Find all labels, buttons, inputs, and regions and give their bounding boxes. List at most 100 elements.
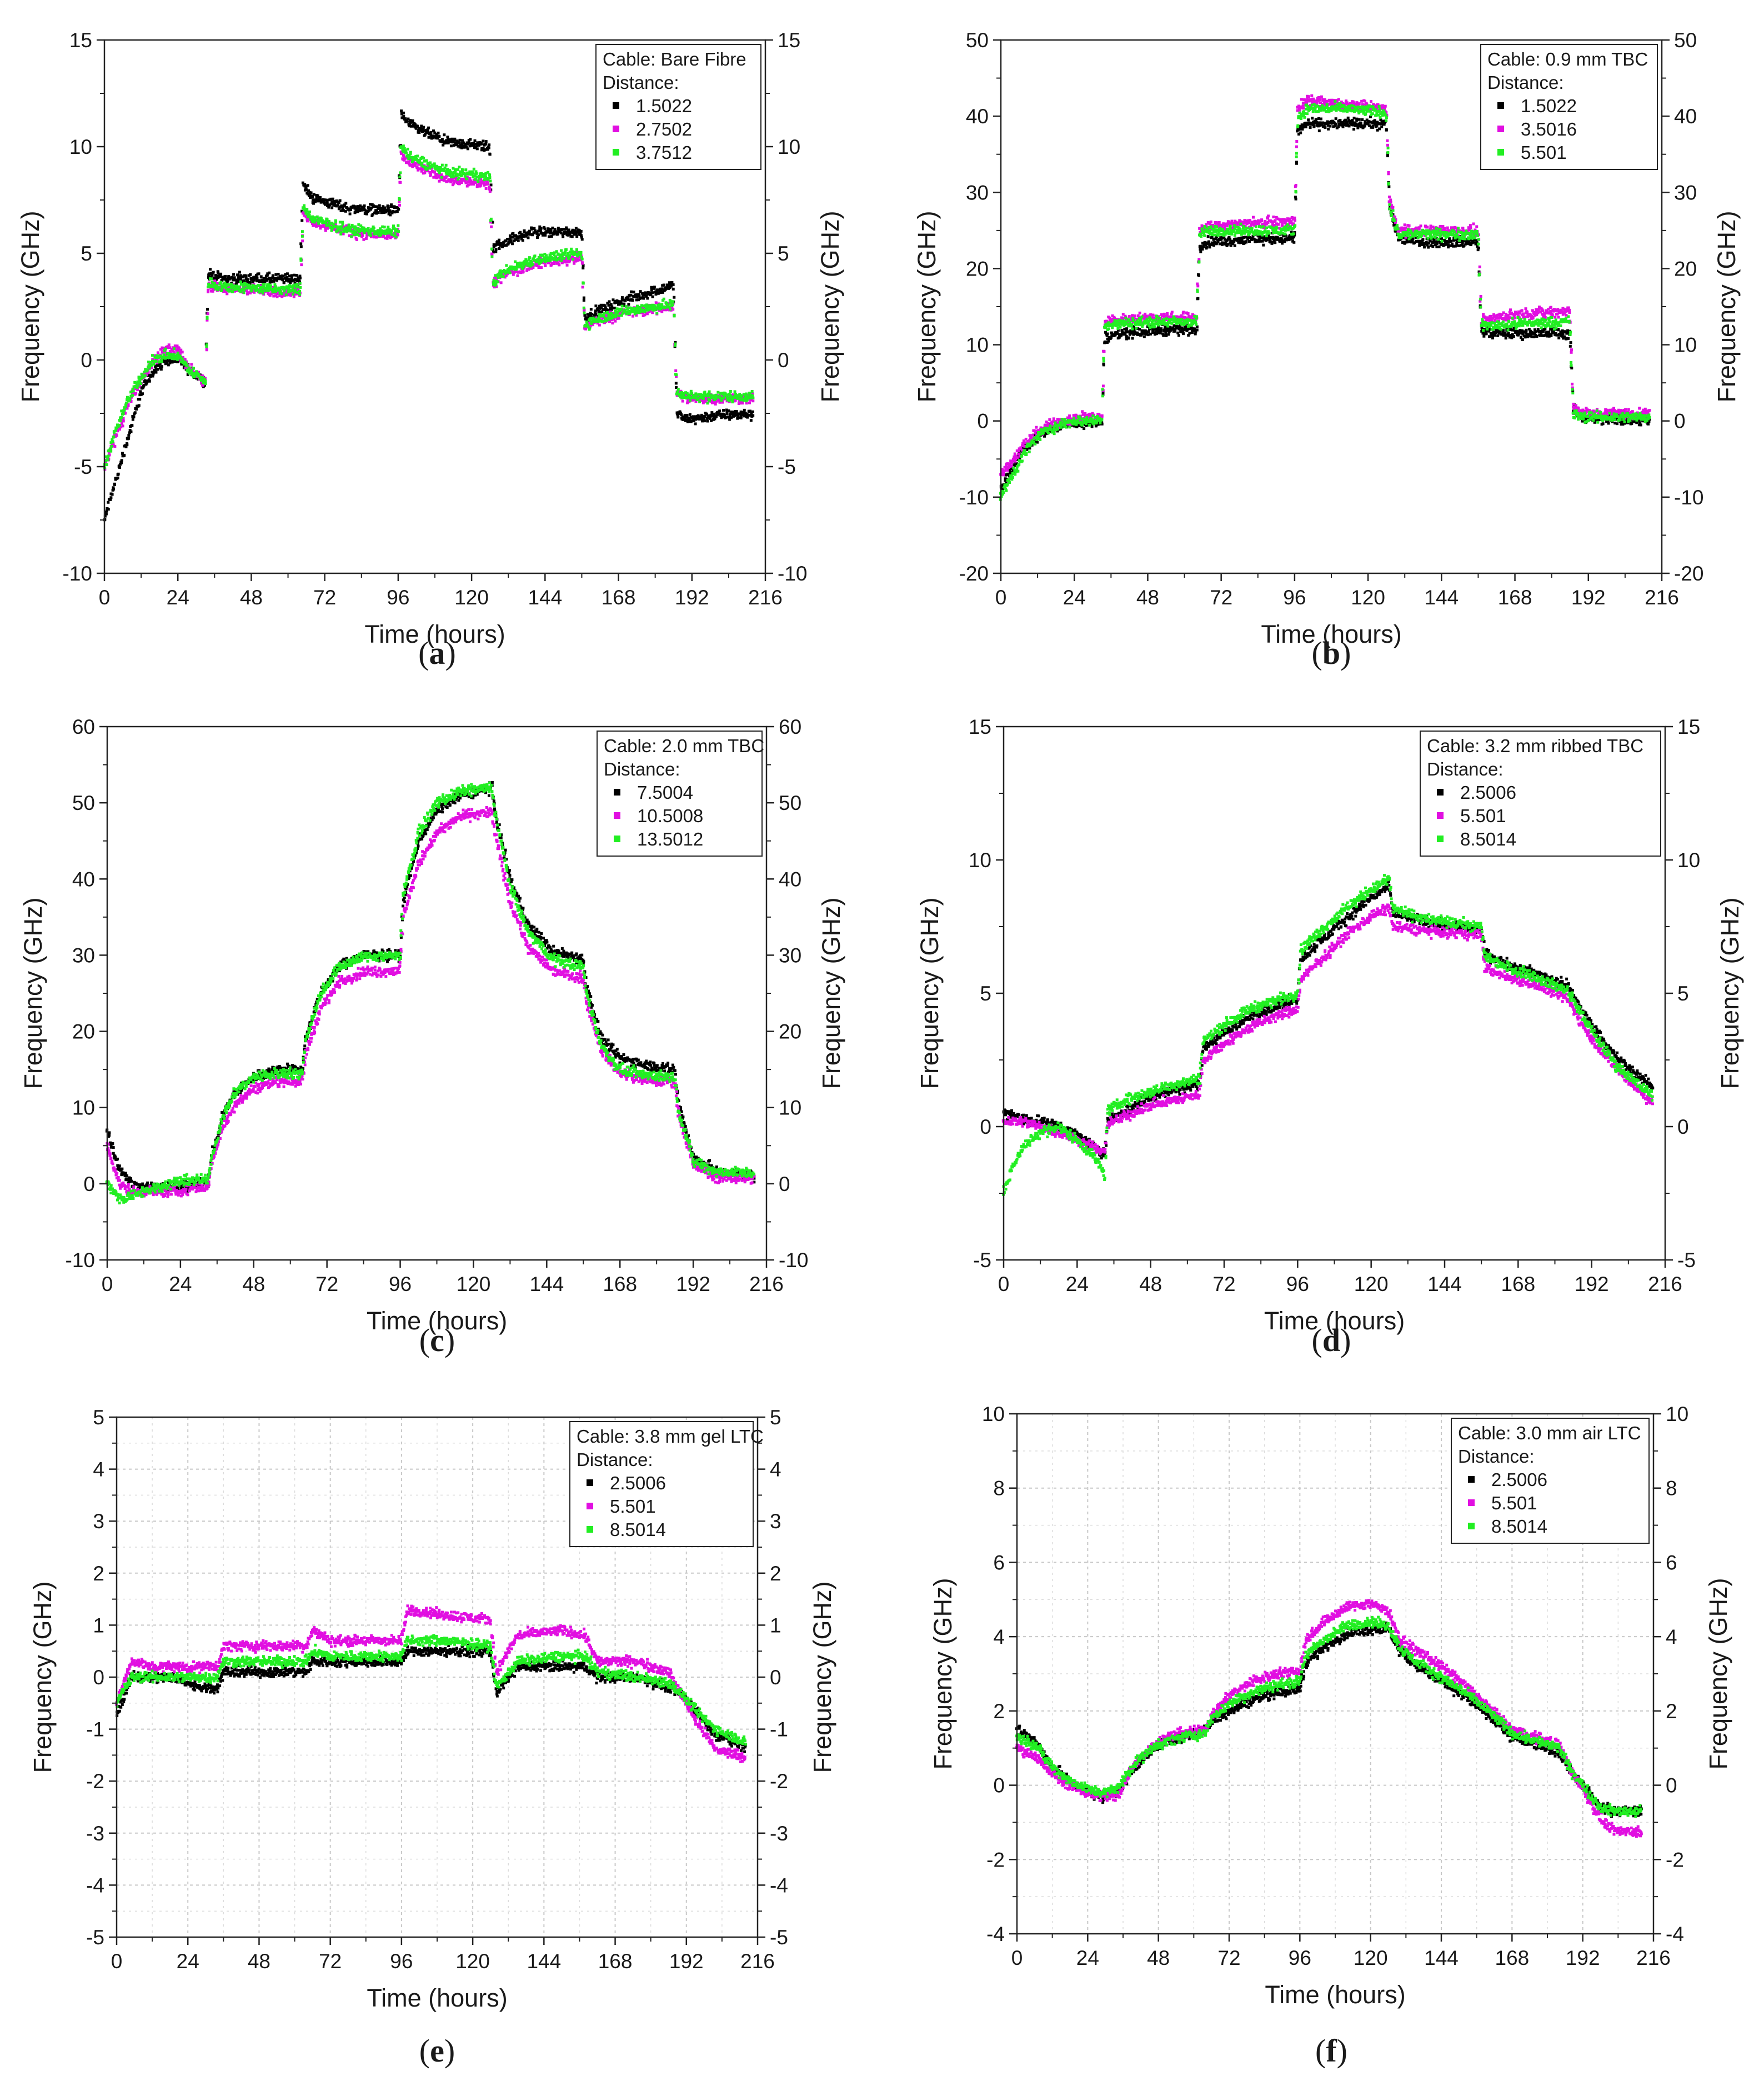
data-point xyxy=(669,308,672,311)
series-a-2 xyxy=(103,144,755,469)
data-point xyxy=(627,303,630,306)
data-point xyxy=(706,416,710,419)
data-point xyxy=(451,183,454,187)
data-point xyxy=(166,352,169,356)
data-point xyxy=(422,172,425,175)
data-point xyxy=(272,289,275,292)
data-point xyxy=(582,267,585,270)
data-point xyxy=(706,392,710,396)
data-point xyxy=(156,368,159,371)
data-point xyxy=(515,263,519,267)
data-point xyxy=(390,235,394,238)
data-point xyxy=(282,274,285,278)
data-point xyxy=(568,254,572,257)
data-point xyxy=(736,417,739,420)
data-point xyxy=(116,429,119,433)
data-point xyxy=(232,273,235,276)
data-point xyxy=(560,253,563,257)
data-point xyxy=(530,261,533,264)
data-point xyxy=(728,392,731,396)
data-point xyxy=(496,281,499,284)
data-point xyxy=(311,215,314,218)
data-point xyxy=(449,179,453,182)
data-point xyxy=(237,287,240,291)
data-point xyxy=(440,140,443,143)
data-point xyxy=(432,129,435,133)
data-point xyxy=(376,229,379,232)
data-point xyxy=(342,232,345,236)
data-point xyxy=(268,281,272,284)
data-point xyxy=(503,276,507,279)
data-point xyxy=(452,182,455,185)
data-point xyxy=(490,247,493,251)
data-point xyxy=(532,258,535,261)
data-point xyxy=(680,413,683,417)
data-point xyxy=(309,218,312,221)
data-point xyxy=(218,286,221,289)
data-point xyxy=(513,266,516,269)
data-point xyxy=(584,324,588,328)
data-point xyxy=(690,416,694,419)
data-point xyxy=(156,351,159,354)
data-point xyxy=(263,283,266,286)
data-point xyxy=(538,225,542,228)
data-point xyxy=(580,238,584,241)
data-point xyxy=(460,142,463,146)
data-point xyxy=(438,179,441,183)
data-point xyxy=(1274,241,1277,244)
data-point xyxy=(192,367,195,370)
data-point xyxy=(666,306,669,309)
data-point xyxy=(634,294,638,298)
data-point xyxy=(228,289,231,293)
data-point xyxy=(174,345,177,348)
data-point xyxy=(169,353,173,356)
data-point xyxy=(734,410,737,413)
data-point xyxy=(265,287,269,290)
data-point xyxy=(643,293,647,297)
data-point xyxy=(454,176,458,179)
data-point xyxy=(1295,162,1298,165)
data-point xyxy=(292,284,295,287)
data-point xyxy=(176,351,179,354)
data-point xyxy=(512,273,515,276)
data-point xyxy=(1299,131,1302,134)
data-point xyxy=(695,393,699,397)
data-point xyxy=(393,227,396,230)
data-point xyxy=(1329,124,1332,128)
data-point xyxy=(347,226,350,229)
data-point xyxy=(571,250,574,253)
data-point xyxy=(247,282,250,285)
data-point xyxy=(428,171,432,174)
data-point xyxy=(1177,334,1180,337)
data-point xyxy=(400,109,403,113)
panel-label-close: ) xyxy=(445,635,456,671)
data-point xyxy=(344,209,347,213)
data-point xyxy=(161,357,164,360)
data-point xyxy=(725,408,728,412)
data-point xyxy=(294,286,298,289)
data-point xyxy=(106,458,109,462)
data-point xyxy=(485,179,489,183)
data-point xyxy=(325,227,329,230)
data-point xyxy=(383,229,387,233)
data-point xyxy=(635,298,638,302)
data-point xyxy=(443,133,446,137)
data-point xyxy=(725,412,729,416)
data-point xyxy=(340,225,343,228)
data-point xyxy=(379,227,382,231)
data-point xyxy=(422,126,425,129)
data-point xyxy=(327,206,330,209)
data-point xyxy=(519,264,523,267)
data-point xyxy=(449,181,453,184)
data-point xyxy=(306,213,309,216)
data-point xyxy=(478,181,482,184)
data-point xyxy=(1357,118,1361,121)
data-point xyxy=(688,399,691,402)
data-point xyxy=(729,413,732,417)
data-point xyxy=(208,286,211,289)
data-point xyxy=(646,297,649,300)
data-point xyxy=(519,271,523,274)
data-point xyxy=(362,206,365,209)
data-point xyxy=(107,454,110,458)
data-point xyxy=(582,282,585,285)
